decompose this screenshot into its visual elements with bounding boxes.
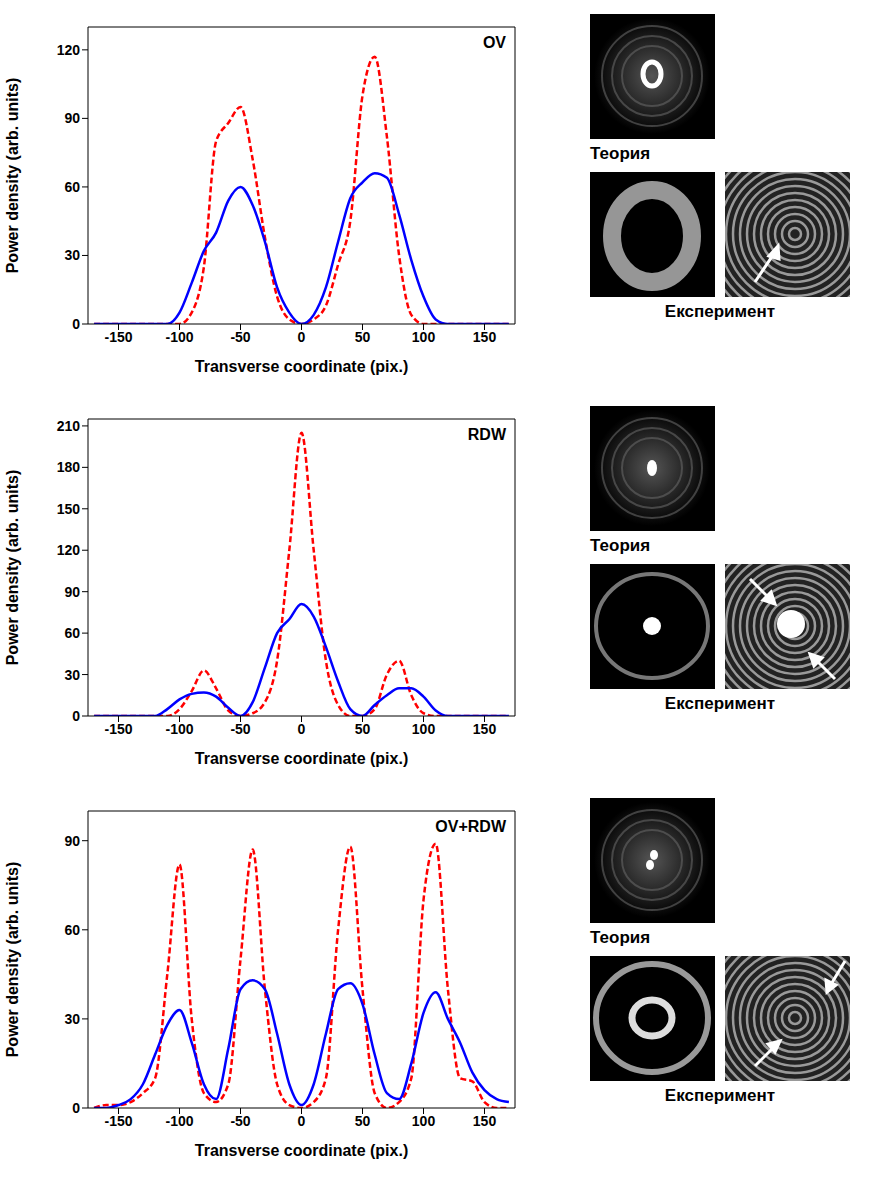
svg-text:Power density (arb. units): Power density (arb. units) [4, 78, 21, 274]
svg-text:50: 50 [355, 1113, 371, 1129]
svg-text:Power density (arb. units): Power density (arb. units) [4, 862, 21, 1058]
svg-text:60: 60 [64, 922, 80, 938]
svg-text:-100: -100 [165, 721, 193, 737]
svg-text:150: 150 [57, 501, 81, 517]
svg-text:100: 100 [412, 1113, 436, 1129]
svg-text:50: 50 [355, 721, 371, 737]
svg-text:Transverse coordinate (pix.): Transverse coordinate (pix.) [195, 750, 408, 767]
svg-text:-50: -50 [230, 721, 250, 737]
html-text:OV+RDW: OV+RDW [435, 818, 506, 835]
html-text:RDW: RDW [467, 426, 506, 443]
svg-text:-150: -150 [104, 329, 132, 345]
svg-text:-100: -100 [165, 1113, 193, 1129]
html-text:Експеримент: Експеримент [664, 694, 776, 713]
svg-text:0: 0 [298, 1113, 306, 1129]
svg-text:100: 100 [412, 329, 436, 345]
svg-text:180: 180 [57, 459, 81, 475]
svg-text:0: 0 [72, 708, 80, 724]
svg-text:60: 60 [64, 179, 80, 195]
svg-text:60: 60 [64, 625, 80, 641]
svg-text:0: 0 [72, 316, 80, 332]
svg-text:150: 150 [473, 329, 497, 345]
svg-text:Power density (arb. units): Power density (arb. units) [4, 470, 21, 666]
html-text:Експеримент: Експеримент [664, 302, 776, 321]
svg-text:-50: -50 [230, 1113, 250, 1129]
svg-text:0: 0 [298, 721, 306, 737]
svg-text:150: 150 [473, 1113, 497, 1129]
svg-text:Transverse coordinate (pix.): Transverse coordinate (pix.) [195, 1142, 408, 1159]
html-text:Експеримент: Експеримент [664, 1086, 776, 1105]
svg-text:90: 90 [64, 584, 80, 600]
html-text:Теория: Теория [590, 536, 651, 555]
svg-text:120: 120 [57, 42, 81, 58]
svg-text:-100: -100 [165, 329, 193, 345]
svg-text:100: 100 [412, 721, 436, 737]
svg-text:120: 120 [57, 542, 81, 558]
svg-text:90: 90 [64, 110, 80, 126]
html-text:Теория: Теория [590, 144, 651, 163]
svg-text:Transverse coordinate (pix.): Transverse coordinate (pix.) [195, 358, 408, 375]
svg-text:-150: -150 [104, 721, 132, 737]
svg-text:50: 50 [355, 329, 371, 345]
svg-text:0: 0 [72, 1100, 80, 1116]
svg-text:210: 210 [57, 418, 81, 434]
svg-text:0: 0 [298, 329, 306, 345]
svg-text:30: 30 [64, 667, 80, 683]
svg-text:-50: -50 [230, 329, 250, 345]
svg-text:150: 150 [473, 721, 497, 737]
html-text:OV: OV [482, 34, 506, 51]
html-text:Теория: Теория [590, 928, 651, 947]
svg-text:90: 90 [64, 833, 80, 849]
svg-text:30: 30 [64, 1011, 80, 1027]
svg-text:30: 30 [64, 247, 80, 263]
svg-text:-150: -150 [104, 1113, 132, 1129]
